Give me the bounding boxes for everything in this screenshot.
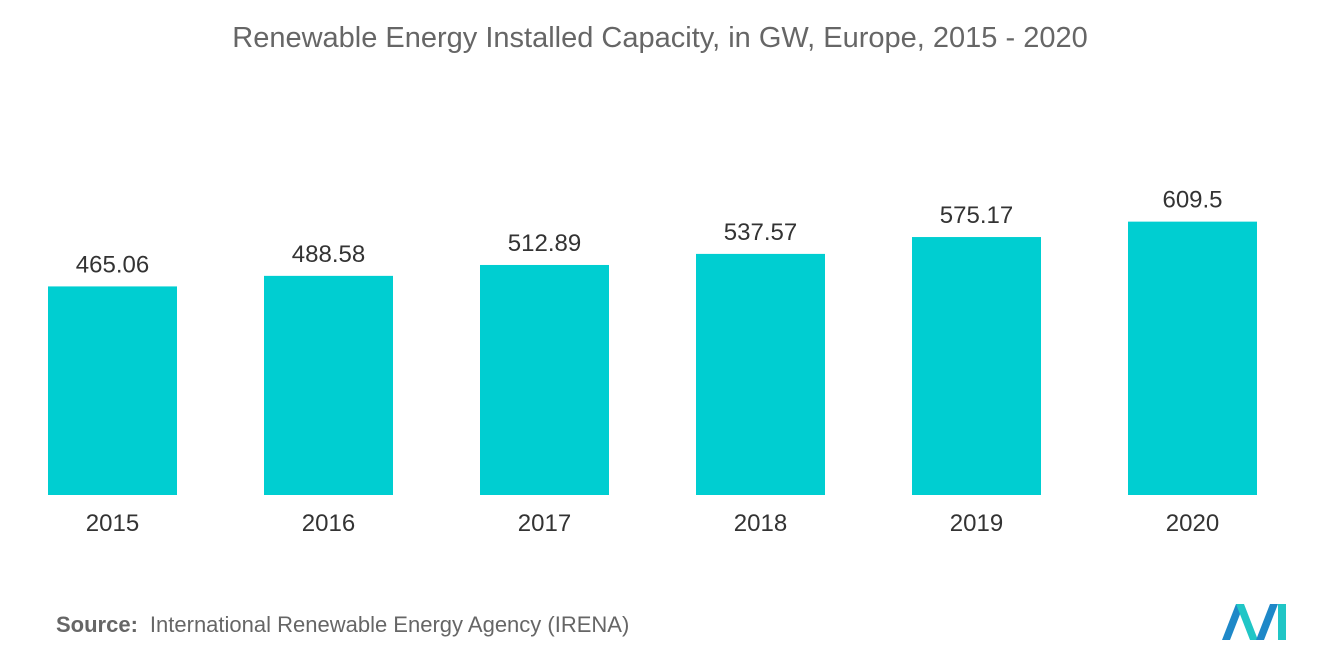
logo-mid-shape xyxy=(1236,604,1258,640)
value-label-2017: 512.89 xyxy=(508,230,581,257)
value-label-2015: 465.06 xyxy=(76,251,149,278)
x-tick-label-2019: 2019 xyxy=(950,510,1003,537)
bar-2016 xyxy=(264,275,393,495)
source-line: Source: International Renewable Energy Ag… xyxy=(56,612,629,638)
bar-2020 xyxy=(1128,221,1257,495)
bar-chart: 465.06 2015 488.58 2016 512.89 2017 537.57 2018… xyxy=(48,187,1257,537)
x-tick-label-2015: 2015 xyxy=(86,510,139,537)
chart-title: Renewable Energy Installed Capacity, in … xyxy=(232,22,1088,54)
bar-2017 xyxy=(480,264,609,495)
logo-right-shape xyxy=(1278,604,1286,640)
value-label-2018: 537.57 xyxy=(724,219,797,246)
x-tick-label-2020: 2020 xyxy=(1166,510,1219,537)
logo-mid2-shape xyxy=(1256,604,1278,640)
x-tick-label-2016: 2016 xyxy=(302,510,355,537)
bar-2019 xyxy=(912,237,1041,495)
value-label-2016: 488.58 xyxy=(292,241,365,268)
source-key: Source: xyxy=(56,612,138,637)
logo-left-shape xyxy=(1222,604,1244,640)
bar-2015 xyxy=(48,286,177,495)
x-tick-label-2017: 2017 xyxy=(518,510,571,537)
source-text: International Renewable Energy Agency (I… xyxy=(149,612,630,637)
value-label-2019: 575.17 xyxy=(940,202,1013,229)
x-tick-label-2018: 2018 xyxy=(734,510,787,537)
mordor-intelligence-logo-icon xyxy=(1222,604,1286,640)
bar-2018 xyxy=(696,253,825,495)
value-label-2020: 609.5 xyxy=(1162,187,1222,214)
